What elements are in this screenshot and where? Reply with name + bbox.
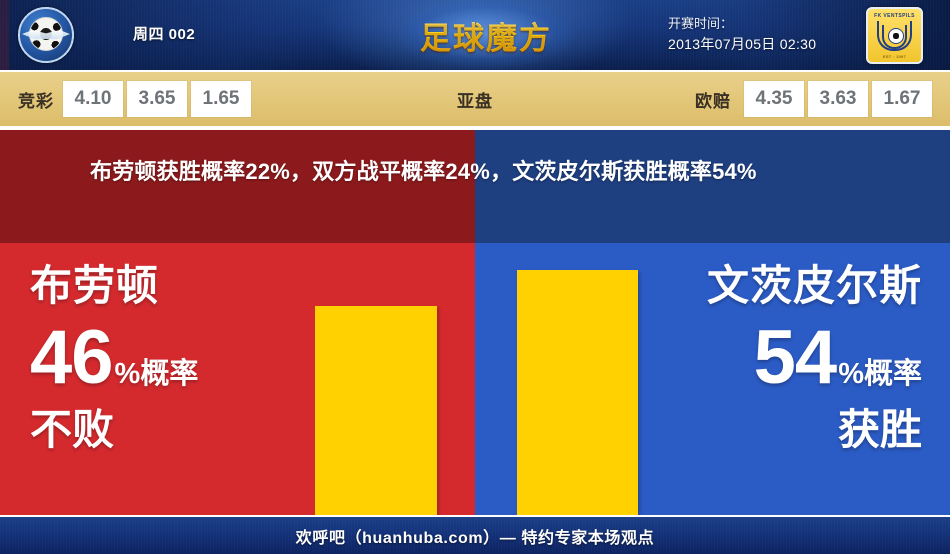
kickoff-label: 开赛时间： bbox=[668, 16, 734, 31]
brand-logo-text: 足球魔方 bbox=[420, 13, 552, 58]
home-team-name: 布劳顿 bbox=[30, 262, 160, 309]
header-red-stripe bbox=[0, 0, 9, 70]
away-team-name: 文茨皮尔斯 bbox=[706, 262, 922, 309]
away-probability-line: 54 %概率 bbox=[707, 319, 922, 397]
kickoff-value: 2013年07月05日 02:30 bbox=[668, 36, 817, 52]
match-number: 周四 002 bbox=[133, 26, 196, 43]
asian-handicap-label[interactable]: 亚盘 bbox=[457, 91, 493, 111]
footer-bar: 欢呼吧（huanhuba.com）— 特约专家本场观点 bbox=[0, 515, 950, 554]
oupei-odd-draw[interactable]: 3.63 bbox=[808, 81, 868, 117]
jingcai-odd-draw[interactable]: 3.65 bbox=[127, 81, 187, 117]
away-outcome-label: 获胜 bbox=[837, 406, 922, 453]
away-crest-year: EST · 1997 bbox=[882, 54, 907, 59]
oupei-odd-away[interactable]: 1.67 bbox=[872, 81, 932, 117]
away-team-block: 文茨皮尔斯 54 %概率 获胜 bbox=[707, 261, 922, 455]
bar-away-probability bbox=[517, 270, 638, 515]
home-probability-suffix: %概率 bbox=[114, 358, 199, 390]
away-soccer-ball-icon bbox=[888, 28, 904, 44]
summary-text: 布劳顿获胜概率22%，双方战平概率24%，文茨皮尔斯获胜概率54% bbox=[90, 159, 757, 184]
away-crest-name: FK VENTSPILS bbox=[874, 13, 915, 19]
home-outcome-label: 不败 bbox=[30, 406, 115, 453]
header-bar: 周四 002 足球魔方 开赛时间： 2013年07月05日 02:30 FK V… bbox=[0, 0, 950, 70]
away-probability-value: 54 bbox=[753, 315, 838, 400]
probability-summary-banner: 布劳顿获胜概率22%，双方战平概率24%，文茨皮尔斯获胜概率54% bbox=[0, 130, 950, 243]
oupei-odd-home[interactable]: 4.35 bbox=[744, 81, 804, 117]
oupei-odds-group: 欧赔 4.35 3.63 1.67 bbox=[695, 72, 932, 126]
summary-blue-half bbox=[475, 130, 950, 243]
probability-chart: 布劳顿 46 %概率 不败 文茨皮尔斯 54 %概率 获胜 bbox=[0, 243, 950, 515]
home-team-crest-icon bbox=[18, 7, 74, 63]
bar-home-probability bbox=[315, 306, 437, 515]
away-team-crest-icon: FK VENTSPILS EST · 1997 bbox=[866, 7, 923, 64]
jingcai-odds-group: 竞彩 4.10 3.65 1.65 bbox=[18, 72, 255, 126]
odds-bar: 亚盘 竞彩 4.10 3.65 1.65 欧赔 4.35 3.63 1.67 bbox=[0, 70, 950, 128]
footer-text[interactable]: 欢呼吧（huanhuba.com）— 特约专家本场观点 bbox=[295, 529, 655, 547]
jingcai-odd-home[interactable]: 4.10 bbox=[63, 81, 123, 117]
brand-logo: 足球魔方 bbox=[398, 0, 574, 70]
jingcai-label: 竞彩 bbox=[18, 91, 54, 111]
away-probability-suffix: %概率 bbox=[838, 358, 922, 390]
kickoff-info: 开赛时间： 2013年07月05日 02:30 bbox=[668, 13, 816, 55]
home-probability-line: 46 %概率 bbox=[30, 319, 198, 397]
home-probability-value: 46 bbox=[30, 315, 114, 400]
oupei-label: 欧赔 bbox=[695, 91, 731, 111]
summary-red-half bbox=[0, 130, 475, 243]
home-team-block: 布劳顿 46 %概率 不败 bbox=[30, 261, 198, 455]
jingcai-odd-away[interactable]: 1.65 bbox=[191, 81, 251, 117]
